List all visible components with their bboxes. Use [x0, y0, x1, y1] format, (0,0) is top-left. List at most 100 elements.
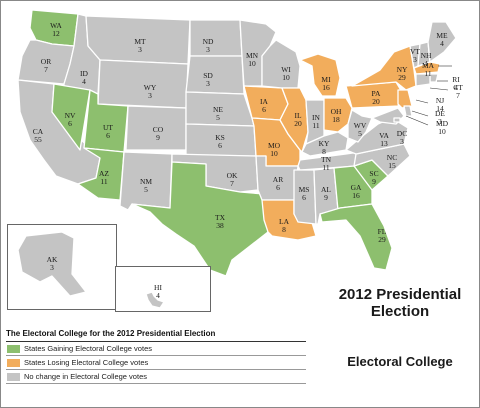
state-label-az: AZ 11: [99, 169, 109, 186]
state-votes-wv: 5: [358, 129, 362, 138]
state-votes-sd: 3: [206, 79, 210, 88]
state-label-nc: NC 15: [387, 153, 397, 170]
state-votes-al: 9: [324, 193, 328, 202]
md-callout-line: [405, 115, 429, 126]
state-abbr-hi: HI: [154, 283, 162, 292]
state-label-nj: NJ 14: [436, 96, 444, 113]
state-votes-vt: 3: [413, 55, 417, 64]
state-label-al: AL 9: [321, 185, 331, 202]
state-mi: [299, 53, 341, 97]
state-votes-mn: 10: [248, 59, 256, 68]
state-abbr-mt: MT: [134, 37, 146, 46]
state-votes-ga: 16: [352, 191, 360, 200]
state-label-ne: NE 5: [213, 105, 223, 122]
state-dc: [393, 117, 401, 123]
state-abbr-dc: DC: [397, 129, 407, 138]
state-abbr-ok: OK: [227, 171, 238, 180]
state-abbr-wv: WV: [354, 121, 367, 130]
state-label-la: LA 8: [279, 217, 290, 234]
state-abbr-mi: MI: [321, 75, 331, 84]
state-votes-ar: 6: [276, 183, 280, 192]
state-votes-md: 10: [438, 127, 446, 136]
legend: The Electoral College for the 2012 Presi…: [6, 329, 306, 384]
state-label-md: MD 10: [436, 119, 449, 136]
map-title: 2012 Presidential Election: [338, 286, 462, 320]
state-label-mn: MN 10: [246, 51, 259, 68]
state-label-ks: KS 6: [215, 133, 225, 150]
state-votes-de: 3: [438, 117, 442, 126]
state-votes-pa: 20: [372, 97, 380, 106]
state-votes-ri: 4: [454, 83, 458, 92]
legend-swatch-gain: [7, 344, 20, 353]
state-label-sc: SC 9: [369, 169, 378, 186]
state-label-ak: AK 3: [47, 255, 58, 272]
state-label-nd: ND 3: [203, 37, 214, 54]
state-fl: [319, 203, 393, 271]
state-tx: [131, 161, 269, 277]
state-abbr-ky: KY: [319, 139, 330, 148]
state-abbr-me: ME: [436, 31, 448, 40]
state-votes-me: 4: [440, 39, 444, 48]
state-label-ri: RI 4: [452, 75, 460, 92]
state-abbr-id: ID: [80, 69, 88, 78]
state-abbr-nd: ND: [203, 37, 214, 46]
state-abbr-co: CO: [153, 125, 164, 134]
state-label-il: IL 20: [294, 111, 302, 128]
state-votes-in: 11: [312, 121, 319, 130]
state-abbr-wy: WY: [144, 83, 157, 92]
state-abbr-md: MD: [436, 119, 449, 128]
state-label-or: OR 7: [41, 57, 51, 74]
state-votes-ia: 6: [262, 105, 266, 114]
state-label-ia: IA 6: [260, 97, 268, 114]
de-callout-line: [411, 110, 429, 117]
state-label-in: IN 11: [312, 113, 320, 130]
state-votes-wy: 3: [148, 91, 152, 100]
state-abbr-al: AL: [321, 185, 331, 194]
state-label-co: CO 9: [153, 125, 164, 142]
state-label-nv: NV 6: [65, 111, 76, 128]
state-votes-nc: 15: [388, 161, 396, 170]
state-abbr-pa: PA: [372, 89, 381, 98]
state-abbr-vt: VT: [410, 47, 420, 56]
state-abbr-ut: UT: [103, 123, 113, 132]
state-label-wi: WI 10: [281, 65, 291, 82]
state-votes-mt: 3: [138, 45, 142, 54]
state-votes-la: 8: [282, 225, 286, 234]
state-abbr-sc: SC: [369, 169, 378, 178]
state-votes-nm: 5: [144, 185, 148, 194]
state-votes-mi: 16: [322, 83, 330, 92]
state-abbr-ca: CA: [33, 127, 44, 136]
state-label-pa: PA 20: [372, 89, 381, 106]
state-abbr-in: IN: [312, 113, 320, 122]
state-de: [403, 105, 413, 117]
state-label-tn: TN 11: [321, 155, 332, 172]
state-label-ma: MA 11: [422, 61, 435, 78]
state-votes-tx: 38: [216, 221, 224, 230]
state-label-tx: TX 38: [215, 213, 226, 230]
state-abbr-ia: IA: [260, 97, 268, 106]
state-ky: [301, 131, 349, 157]
state-votes-ny: 29: [398, 73, 406, 82]
state-label-vt: VT 3: [410, 47, 420, 64]
state-label-wv: WV 5: [354, 121, 367, 138]
state-votes-ne: 5: [216, 113, 220, 122]
state-abbr-ar: AR: [273, 175, 283, 184]
state-abbr-tx: TX: [215, 213, 226, 222]
state-wv: [347, 109, 373, 143]
state-votes-nh: 4: [424, 59, 428, 68]
state-votes-sc: 9: [372, 177, 376, 186]
state-abbr-ma: MA: [422, 61, 435, 70]
state-label-hi: HI 4: [154, 283, 162, 300]
state-abbr-ne: NE: [213, 105, 223, 114]
state-votes-ks: 6: [218, 141, 222, 150]
legend-swatch-none: [7, 372, 20, 381]
state-abbr-mo: MO: [268, 141, 281, 150]
state-ak: [17, 231, 87, 297]
state-abbr-ny: NY: [397, 65, 408, 74]
state-abbr-ri: RI: [452, 75, 460, 84]
state-votes-co: 9: [156, 133, 160, 142]
state-label-ca: CA 55: [33, 127, 44, 144]
state-abbr-il: IL: [294, 111, 301, 120]
state-votes-ms: 6: [302, 193, 306, 202]
